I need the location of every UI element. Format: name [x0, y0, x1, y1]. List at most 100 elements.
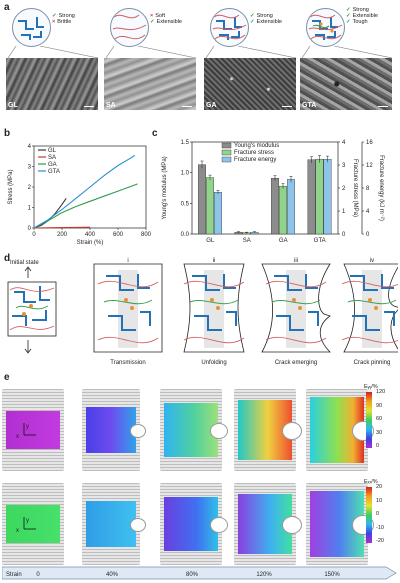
category-label: GTA — [314, 238, 326, 244]
cross-icon: × — [150, 13, 154, 19]
y-right-inner-tick-label: 4 — [342, 140, 346, 146]
stage-roman-numeral: ii — [213, 258, 216, 264]
legend-label: Fracture stress — [234, 150, 274, 156]
connector-line — [205, 46, 215, 58]
stress-strain-chart: 0 200 400 600 800 0 1 2 3 4 Strain (%) Stress (MPa)… — [8, 144, 152, 246]
property-note: ✓ Strong — [250, 13, 300, 19]
connector-line — [137, 46, 197, 58]
notch-crack — [210, 517, 228, 533]
specimen-photo — [160, 483, 228, 565]
sem-image: SA — [104, 58, 196, 110]
panel-c-label: c — [152, 128, 158, 139]
crosslink-dot — [124, 298, 128, 302]
sem-image-label: GA — [206, 102, 217, 109]
network-schematic-icon — [306, 8, 345, 47]
panel-d-label: d — [4, 253, 11, 264]
property-note-text: Strong — [256, 13, 273, 19]
property-note: ✓ Tough — [346, 19, 396, 25]
property-notes: ✓ Strong ✓ Extensible ✓ Tough — [346, 7, 396, 26]
category-label: GA — [279, 238, 288, 244]
stage-caption: Unfolding — [201, 360, 226, 366]
third-network-chain — [15, 305, 49, 310]
y-tick-label: 1 — [28, 206, 32, 212]
scale-bar — [282, 105, 292, 107]
scale-bar — [182, 105, 192, 107]
fracture-mechanism-schematic: Initial state i Transmission ii Unfolding iii… — [7, 258, 398, 366]
polymer-chain — [9, 287, 55, 331]
y-left-tick-label: 0.0 — [181, 232, 190, 238]
legend-swatch — [221, 142, 232, 149]
bar-gta — [315, 158, 324, 235]
crosslink-dot — [368, 298, 372, 302]
third-network-chain — [312, 24, 330, 29]
network-schematic-icon — [18, 17, 44, 40]
polymer-chain — [183, 280, 245, 344]
stage-schematic — [93, 263, 163, 353]
y-right-outer-axis-label: Fracture energy (kJ m⁻²) — [378, 155, 384, 221]
connector-line — [105, 46, 115, 58]
notch-crack — [130, 424, 146, 438]
scale-bar — [378, 105, 388, 107]
stage-schematic — [183, 263, 245, 353]
crosslink-dot — [210, 298, 214, 302]
stage-schematic — [341, 263, 398, 353]
y-left-tick-label: 1.0 — [181, 171, 190, 177]
property-note: × Soft — [150, 13, 200, 19]
network-schematic-icon — [110, 8, 149, 47]
property-note-text: Tough — [352, 19, 368, 26]
sem-image-label: SA — [106, 102, 116, 109]
strain-field-map — [86, 407, 136, 453]
legend-swatch — [221, 149, 232, 156]
colorbar-title: Eᵧᵧ/% — [364, 384, 378, 390]
initial-state-label: Initial state — [10, 260, 39, 266]
strain-field-map — [86, 501, 136, 547]
legend-label: Young's modulus — [234, 143, 279, 149]
colorbar-tick-label: 120 — [376, 389, 386, 395]
colorbar-tick-label: 60 — [376, 416, 383, 422]
connector-lines — [301, 46, 393, 58]
check-icon: ✓ — [346, 7, 351, 13]
legend-label: GL — [48, 148, 57, 154]
y-right-outer-tick-label: 16 — [366, 140, 373, 146]
property-note-text: Soft — [155, 13, 166, 19]
specimen-photo — [160, 389, 228, 471]
x-tick-label: 600 — [113, 232, 124, 238]
network-schematic-icon — [12, 8, 51, 47]
panel-b-label: b — [4, 128, 11, 139]
colorbar-tick-label: 10 — [376, 497, 383, 504]
notch-crack — [282, 422, 302, 440]
colorbar-tick-label: 0 — [376, 443, 380, 449]
third-network-chain — [189, 299, 239, 305]
sem-image-label: GTA — [302, 102, 317, 109]
legend-label: Fracture energy — [234, 157, 276, 163]
strain-value: 150% — [324, 572, 340, 578]
sem-image-label: GL — [8, 102, 18, 109]
third-network-chain — [103, 299, 153, 305]
x-axis-label: Strain (%) — [77, 240, 104, 246]
stage-caption: Transmission — [110, 360, 145, 366]
coordinate-axes: yx — [16, 423, 36, 439]
colorbar-tick-label: 0 — [376, 511, 380, 517]
bar-gta — [307, 159, 316, 235]
connector-lines — [7, 46, 99, 58]
series-line-ga — [33, 183, 138, 229]
property-note: × Brittle — [52, 19, 102, 25]
colorbar-tick-label: -10 — [376, 524, 384, 531]
polymer-chain — [265, 280, 327, 344]
gelatin-chain — [12, 286, 50, 326]
x-tick-label: 800 — [141, 232, 152, 238]
polymer-chain — [112, 14, 147, 40]
polymer-chain — [97, 280, 159, 344]
connector-line — [333, 46, 393, 58]
specimen-photo — [306, 483, 374, 565]
property-note-text: Strong — [58, 13, 75, 19]
strain-field-map — [6, 505, 60, 543]
crosslink-dot — [298, 306, 302, 310]
strain-value: 40% — [106, 572, 119, 578]
specimen-photo — [234, 389, 302, 471]
stage-roman-numeral: iv — [370, 258, 374, 264]
x-tick-label: 200 — [57, 232, 68, 238]
polymer-chain — [308, 14, 343, 40]
strain-field-map — [164, 403, 218, 457]
sem-image: GL — [6, 58, 98, 110]
